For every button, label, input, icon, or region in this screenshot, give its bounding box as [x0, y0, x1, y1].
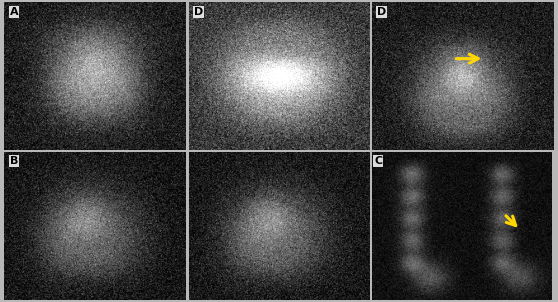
Text: D: D — [377, 7, 386, 17]
Text: C: C — [374, 156, 382, 166]
Text: A: A — [10, 7, 18, 17]
Text: B: B — [10, 156, 18, 166]
Text: D: D — [194, 7, 203, 17]
